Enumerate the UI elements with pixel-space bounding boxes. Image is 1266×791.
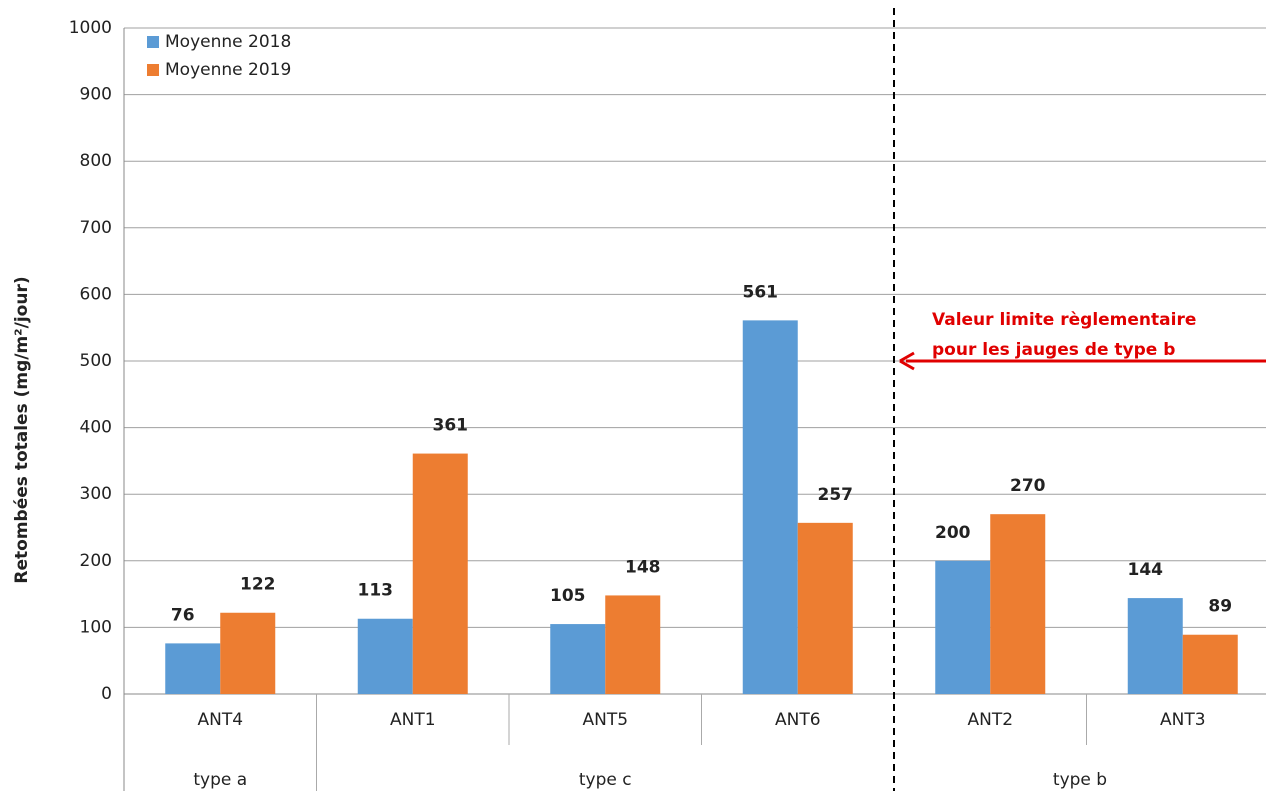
bar bbox=[357, 618, 413, 694]
legend-swatch bbox=[147, 36, 159, 48]
y-tick-label: 900 bbox=[80, 85, 112, 105]
data-label: 89 bbox=[1208, 597, 1232, 617]
annotation-text: pour les jauges de type b bbox=[932, 340, 1175, 360]
bar bbox=[220, 612, 276, 694]
legend-label: Moyenne 2018 bbox=[165, 32, 291, 52]
data-label: 361 bbox=[433, 416, 469, 436]
data-label: 113 bbox=[358, 581, 394, 601]
bar bbox=[1127, 598, 1183, 694]
bar bbox=[935, 560, 991, 694]
y-axis-label: Retombées totales (mg/m²/jour) bbox=[12, 276, 32, 583]
x-tick-label: ANT5 bbox=[582, 710, 628, 730]
y-tick-label: 100 bbox=[80, 617, 112, 637]
y-tick-label: 0 bbox=[101, 684, 112, 704]
data-label: 76 bbox=[171, 605, 195, 625]
y-tick-label: 700 bbox=[80, 218, 112, 238]
y-tick-label: 500 bbox=[80, 351, 112, 371]
x-tick-label: ANT2 bbox=[967, 710, 1013, 730]
group-label: type b bbox=[1053, 770, 1107, 790]
group-label: type c bbox=[579, 770, 632, 790]
y-tick-label: 800 bbox=[80, 151, 112, 171]
data-label: 257 bbox=[818, 485, 854, 505]
bar bbox=[1182, 634, 1238, 694]
bar bbox=[742, 320, 798, 694]
data-label: 105 bbox=[550, 586, 586, 606]
bar bbox=[605, 595, 661, 694]
data-label: 561 bbox=[743, 282, 779, 302]
arrow-head bbox=[899, 351, 915, 371]
data-label: 122 bbox=[240, 575, 276, 595]
data-label: 270 bbox=[1010, 476, 1046, 496]
bar bbox=[990, 514, 1046, 694]
y-tick-label: 600 bbox=[80, 284, 112, 304]
data-label: 148 bbox=[625, 557, 661, 577]
legend-label: Moyenne 2019 bbox=[165, 60, 291, 80]
x-tick-label: ANT3 bbox=[1160, 710, 1206, 730]
data-label: 144 bbox=[1128, 560, 1164, 580]
x-tick-label: ANT4 bbox=[197, 710, 243, 730]
x-tick-label: ANT1 bbox=[390, 710, 436, 730]
y-tick-label: 400 bbox=[80, 418, 112, 438]
y-tick-label: 200 bbox=[80, 551, 112, 571]
bar bbox=[165, 643, 221, 694]
bar bbox=[797, 522, 853, 694]
legend-swatch bbox=[147, 64, 159, 76]
group-label: type a bbox=[193, 770, 247, 790]
data-label: 200 bbox=[935, 523, 971, 543]
y-tick-label: 1000 bbox=[69, 18, 112, 38]
y-tick-label: 300 bbox=[80, 484, 112, 504]
bar bbox=[412, 453, 468, 694]
bar bbox=[550, 624, 606, 694]
x-tick-label: ANT6 bbox=[775, 710, 821, 730]
annotation-text: Valeur limite règlementaire bbox=[932, 310, 1196, 330]
